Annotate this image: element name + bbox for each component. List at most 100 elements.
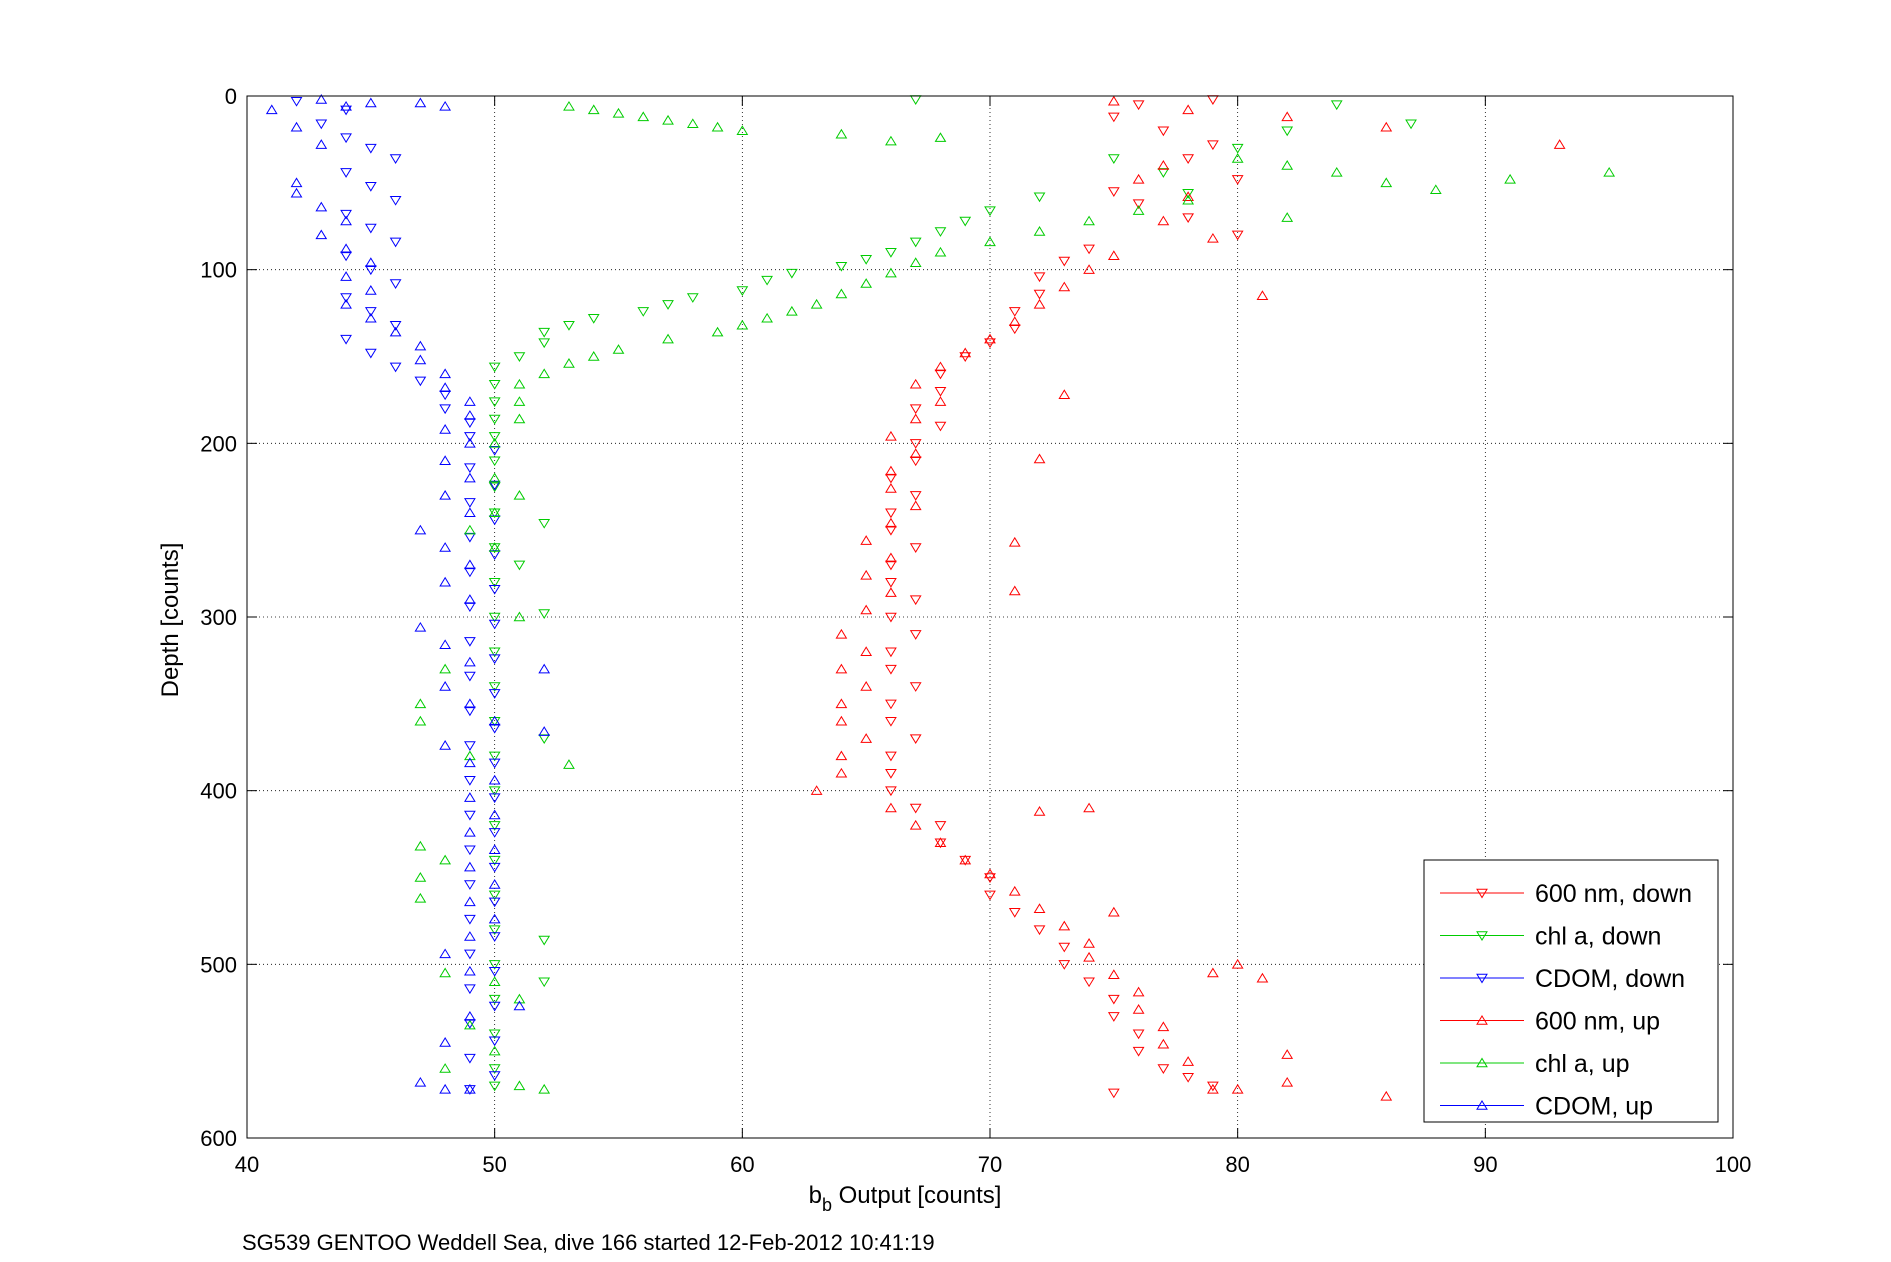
data-point bbox=[662, 114, 674, 125]
data-point bbox=[364, 307, 377, 317]
data-point bbox=[1083, 938, 1095, 948]
data-point bbox=[1380, 121, 1393, 132]
data-point bbox=[835, 261, 848, 272]
data-point bbox=[959, 216, 972, 227]
data-point bbox=[414, 376, 427, 387]
series-1 bbox=[488, 95, 1417, 1092]
data-point bbox=[488, 507, 501, 518]
data-point bbox=[885, 135, 897, 146]
data-point bbox=[984, 333, 996, 344]
data-point bbox=[439, 1063, 452, 1073]
data-point bbox=[488, 967, 501, 977]
data-point bbox=[1281, 160, 1294, 170]
data-point bbox=[513, 489, 526, 500]
data-point bbox=[439, 854, 452, 865]
data-point bbox=[909, 734, 922, 745]
data-point bbox=[1033, 903, 1046, 914]
data-point bbox=[1107, 112, 1120, 123]
data-point bbox=[464, 706, 476, 717]
data-point bbox=[984, 236, 996, 247]
data-point bbox=[1157, 215, 1170, 226]
data-point bbox=[538, 518, 551, 529]
data-point bbox=[1033, 806, 1046, 816]
data-point bbox=[612, 107, 625, 118]
data-point bbox=[860, 254, 873, 265]
data-point bbox=[488, 913, 501, 924]
data-point bbox=[464, 965, 476, 976]
data-point bbox=[1207, 1083, 1219, 1094]
data-point bbox=[885, 786, 897, 797]
legend-label: chl a, down bbox=[1535, 923, 1661, 951]
data-point bbox=[464, 984, 476, 995]
data-point bbox=[315, 119, 328, 130]
data-point bbox=[909, 439, 922, 449]
x-tick-label: 90 bbox=[1473, 1152, 1497, 1177]
data-point bbox=[464, 532, 476, 543]
data-point bbox=[934, 132, 947, 142]
data-point bbox=[959, 347, 972, 358]
data-point bbox=[464, 949, 476, 960]
data-point bbox=[464, 396, 476, 406]
data-point bbox=[464, 914, 476, 925]
data-point bbox=[513, 413, 526, 424]
x-axis-label-sub: b bbox=[822, 1195, 832, 1215]
data-point bbox=[488, 862, 501, 873]
data-point bbox=[439, 1037, 452, 1047]
data-point bbox=[414, 340, 427, 351]
data-point bbox=[538, 935, 551, 946]
data-point bbox=[934, 386, 947, 397]
data-point bbox=[860, 646, 873, 656]
data-point bbox=[464, 602, 476, 613]
data-point bbox=[637, 111, 650, 122]
data-point bbox=[439, 100, 452, 111]
data-point bbox=[909, 237, 922, 248]
data-point bbox=[290, 96, 303, 107]
data-point bbox=[340, 215, 352, 226]
data-point bbox=[464, 1083, 476, 1094]
data-point bbox=[464, 750, 476, 761]
data-point bbox=[1033, 453, 1046, 464]
data-point bbox=[1256, 972, 1269, 983]
y-tick-label: 400 bbox=[200, 779, 237, 804]
data-point bbox=[1182, 154, 1195, 164]
data-point bbox=[439, 740, 452, 750]
data-point bbox=[389, 362, 402, 373]
data-point bbox=[1281, 212, 1294, 222]
data-point bbox=[1380, 177, 1393, 188]
data-point bbox=[1107, 969, 1120, 980]
data-point bbox=[1033, 298, 1046, 309]
data-point bbox=[414, 872, 427, 882]
data-point bbox=[538, 663, 551, 674]
legend-marker bbox=[1476, 1057, 1488, 1068]
data-point bbox=[1083, 215, 1095, 226]
data-point bbox=[909, 456, 922, 467]
data-point bbox=[711, 121, 724, 132]
data-point bbox=[464, 792, 476, 802]
data-point bbox=[934, 369, 947, 380]
data-point bbox=[513, 396, 526, 406]
data-point bbox=[439, 382, 452, 393]
data-point bbox=[1008, 585, 1021, 596]
data-point bbox=[909, 543, 922, 553]
data-point bbox=[488, 932, 501, 943]
data-point bbox=[1429, 184, 1442, 195]
data-point bbox=[464, 757, 476, 768]
data-point bbox=[1504, 173, 1516, 184]
data-point bbox=[1058, 256, 1071, 267]
data-point bbox=[1207, 95, 1219, 105]
data-point bbox=[1231, 230, 1244, 241]
series-2 bbox=[290, 96, 501, 1095]
data-point bbox=[488, 844, 501, 854]
data-point bbox=[488, 380, 501, 390]
data-point bbox=[538, 327, 551, 338]
data-point bbox=[934, 227, 947, 237]
data-point bbox=[290, 177, 303, 188]
data-point bbox=[1033, 225, 1046, 236]
data-point bbox=[1107, 187, 1120, 197]
legend-marker bbox=[1476, 1015, 1488, 1025]
data-point bbox=[488, 456, 501, 467]
data-point bbox=[439, 423, 452, 434]
data-point bbox=[488, 682, 501, 692]
data-point bbox=[662, 333, 674, 344]
data-point bbox=[290, 121, 303, 132]
